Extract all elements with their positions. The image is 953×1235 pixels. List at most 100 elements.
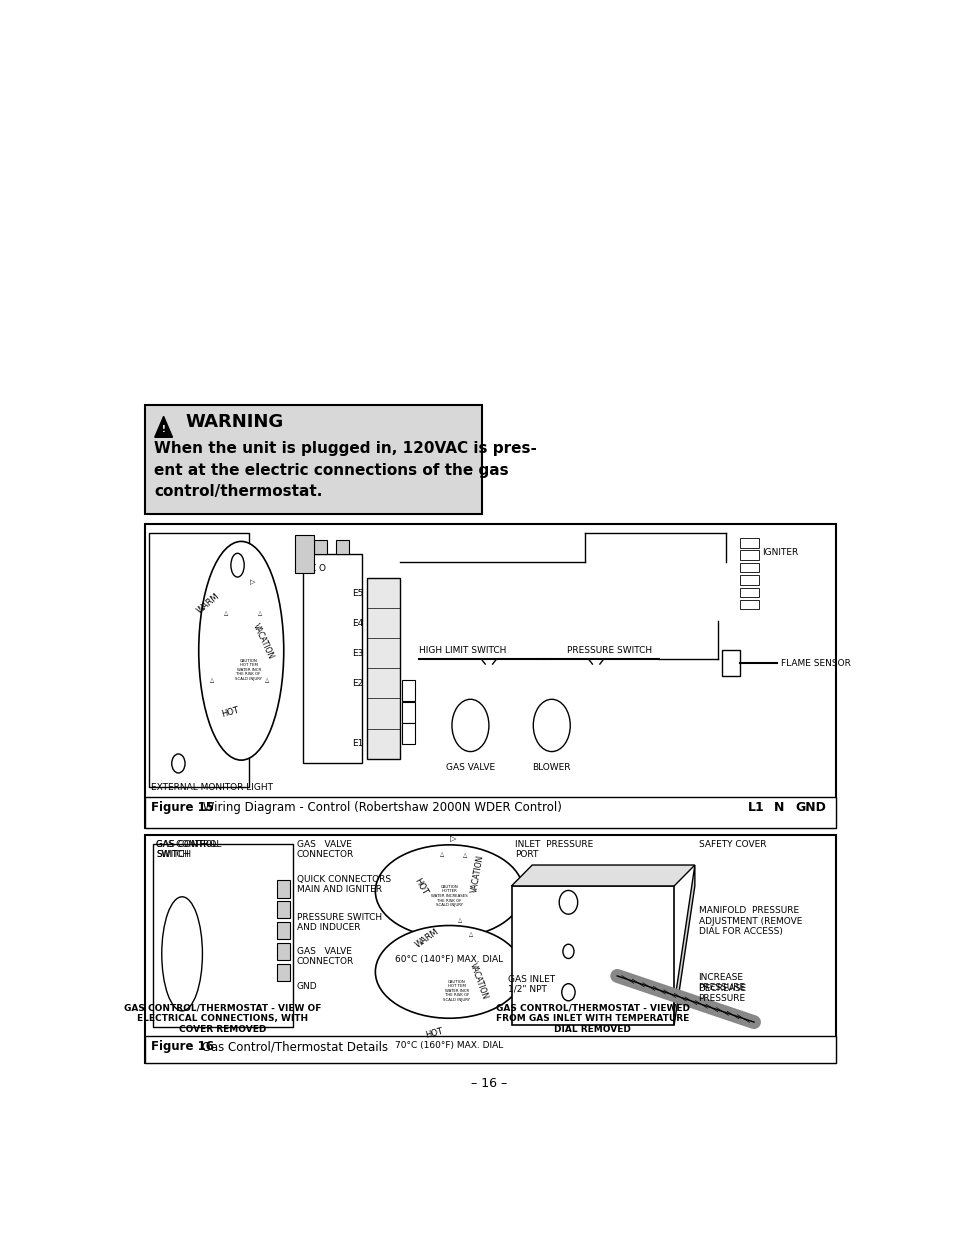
Text: VACATION: VACATION [251, 622, 275, 661]
Bar [276, 881, 290, 898]
Text: DECREASE
PRESSURE: DECREASE PRESSURE [698, 984, 746, 1004]
Polygon shape [674, 864, 694, 1025]
Text: GAS CONTROL/THERMOSTAT - VIEW OF
ELECTRICAL CONNECTIONS, WITH
COVER REMOVED: GAS CONTROL/THERMOSTAT - VIEW OF ELECTRI… [124, 1003, 321, 1035]
Text: △: △ [265, 677, 269, 682]
Text: L1: L1 [747, 800, 763, 814]
Text: △: △ [257, 610, 261, 615]
Ellipse shape [172, 753, 185, 773]
Bar [276, 923, 290, 940]
Bar [740, 538, 758, 547]
Text: EXTERNAL MONITOR LIGHT: EXTERNAL MONITOR LIGHT [151, 783, 273, 792]
Text: Gas Control/Thermostat Details: Gas Control/Thermostat Details [198, 1040, 388, 1053]
Text: E1: E1 [352, 740, 363, 748]
Bar [367, 578, 399, 758]
Text: VACATION: VACATION [469, 855, 485, 894]
Text: WARM: WARM [414, 927, 440, 950]
Bar [401, 701, 415, 722]
Text: HOT: HOT [220, 706, 240, 719]
Text: HIGH LIMIT SWITCH: HIGH LIMIT SWITCH [418, 646, 505, 655]
Text: Figure 15: Figure 15 [151, 800, 213, 814]
Text: △: △ [224, 610, 229, 615]
Text: !: ! [161, 425, 166, 433]
Bar [152, 845, 293, 1026]
Bar [721, 650, 740, 677]
Text: VACATION: VACATION [468, 962, 489, 1000]
Text: ▷: ▷ [449, 835, 456, 844]
Bar [740, 563, 758, 572]
Ellipse shape [561, 984, 575, 1000]
Text: INLET  PRESSURE
PORT: INLET PRESSURE PORT [515, 840, 593, 858]
Ellipse shape [562, 945, 574, 958]
Ellipse shape [198, 541, 283, 760]
Text: E4: E4 [352, 619, 363, 627]
Bar [740, 551, 758, 559]
Text: 70°C (160°F) MAX. DIAL: 70°C (160°F) MAX. DIAL [395, 1041, 503, 1050]
Text: E2: E2 [352, 679, 363, 688]
Text: 60°C (140°F) MAX. DIAL: 60°C (140°F) MAX. DIAL [395, 955, 503, 965]
Text: WARNING: WARNING [186, 412, 284, 431]
Bar [145, 1036, 836, 1063]
Bar [335, 540, 349, 555]
Text: – 16 –: – 16 – [471, 1077, 506, 1089]
Bar [302, 555, 361, 763]
Text: △: △ [463, 852, 467, 857]
Text: WARM: WARM [194, 592, 221, 615]
Text: FLAME SENSOR: FLAME SENSOR [781, 658, 850, 668]
Text: GAS CONTROL
SWITCH: GAS CONTROL SWITCH [156, 840, 217, 858]
Text: When the unit is plugged in, 120VAC is pres-
ent at the electric connections of : When the unit is plugged in, 120VAC is p… [153, 441, 537, 499]
Text: GAS CONTROL/THERMOSTAT - VIEWED
FROM GAS INLET WITH TEMPERATURE
DIAL REMOVED: GAS CONTROL/THERMOSTAT - VIEWED FROM GAS… [496, 1003, 689, 1035]
Text: HOT: HOT [413, 877, 429, 897]
Bar [294, 535, 314, 573]
Text: GAS INLET
1/2" NPT: GAS INLET 1/2" NPT [507, 974, 555, 994]
Ellipse shape [533, 699, 570, 752]
Text: GAS CONTROL
SWITCH: GAS CONTROL SWITCH [156, 840, 221, 858]
Text: QUICK CONNECTORS
MAIN AND IGNITER: QUICK CONNECTORS MAIN AND IGNITER [296, 874, 391, 894]
Bar [740, 576, 758, 584]
Text: PRESSURE SWITCH
AND INDUCER: PRESSURE SWITCH AND INDUCER [296, 913, 381, 932]
Bar [149, 534, 249, 787]
Ellipse shape [162, 897, 202, 1011]
Text: SAFETY COVER: SAFETY COVER [698, 840, 765, 848]
Text: CAUTION
HOT TEM
WATER INCR
THE RISK OF
SCALD INJURY: CAUTION HOT TEM WATER INCR THE RISK OF S… [234, 658, 262, 680]
Text: E5: E5 [352, 589, 363, 598]
Bar [314, 540, 327, 555]
Text: BLOWER: BLOWER [532, 763, 571, 772]
Text: E3: E3 [352, 648, 363, 658]
Bar [145, 797, 836, 829]
Ellipse shape [231, 553, 244, 577]
Ellipse shape [375, 845, 522, 937]
Ellipse shape [375, 925, 522, 1018]
Bar [276, 902, 290, 919]
Text: ▷: ▷ [250, 579, 254, 585]
Text: HOT: HOT [424, 1028, 444, 1040]
Text: △: △ [457, 918, 462, 923]
Text: Z O: Z O [310, 563, 326, 573]
Ellipse shape [452, 699, 488, 752]
Bar [740, 600, 758, 609]
Text: GND: GND [296, 982, 317, 992]
Bar [511, 885, 674, 1025]
Text: INCREASE
PRESSURE: INCREASE PRESSURE [698, 973, 745, 992]
Text: △: △ [469, 931, 473, 936]
Text: IGNITER: IGNITER [761, 548, 798, 557]
Bar [145, 835, 836, 1063]
Text: GAS   VALVE
CONNECTOR: GAS VALVE CONNECTOR [296, 947, 354, 967]
Bar [401, 724, 415, 745]
Polygon shape [154, 416, 172, 437]
Bar [401, 680, 415, 701]
Ellipse shape [558, 890, 578, 914]
Bar [740, 588, 758, 597]
Bar [276, 965, 290, 982]
Text: MANIFOLD  PRESSURE
ADJUSTMENT (REMOVE
DIAL FOR ACCESS): MANIFOLD PRESSURE ADJUSTMENT (REMOVE DIA… [698, 906, 801, 936]
Bar [276, 944, 290, 961]
Text: CAUTION
HOT TEM
WATER INCR
THE RISK OF
SCALD INJURY: CAUTION HOT TEM WATER INCR THE RISK OF S… [443, 979, 470, 1002]
Bar [145, 405, 481, 514]
Text: △: △ [210, 677, 213, 682]
Text: △: △ [439, 851, 443, 856]
Text: Figure 16: Figure 16 [151, 1040, 213, 1053]
Text: GAS VALVE: GAS VALVE [445, 763, 495, 772]
Text: PRESSURE SWITCH: PRESSURE SWITCH [566, 646, 651, 655]
Text: N: N [773, 800, 783, 814]
Text: Wiring Diagram - Control (Robertshaw 2000N WDER Control): Wiring Diagram - Control (Robertshaw 200… [199, 800, 561, 814]
Text: CAUTION
HOTTER
WATER INCREASES
THE RISK OF
SCALD INJURY: CAUTION HOTTER WATER INCREASES THE RISK … [431, 884, 467, 908]
